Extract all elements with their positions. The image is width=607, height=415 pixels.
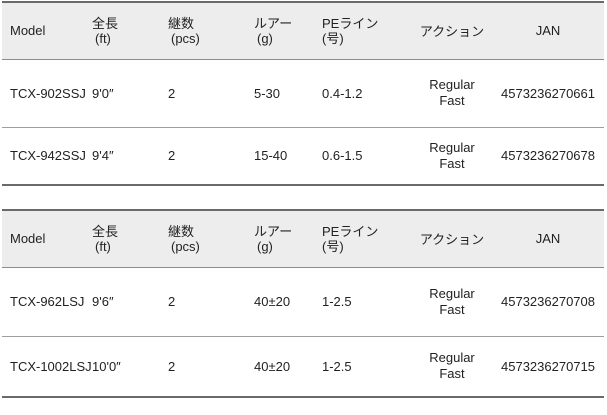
cell-action: Regular Fast: [412, 336, 492, 397]
spec-table-lsj: Model 全長 (ft) 継数 (pcs) ルアー (g) PEライン (号)…: [2, 209, 604, 398]
cell-length: 9'0″: [92, 85, 114, 101]
column-header-length: 全長 (ft): [87, 2, 162, 59]
header-pieces-line2: (pcs): [171, 238, 200, 254]
header-pieces-line1: 継数: [168, 15, 195, 31]
column-header-lure: ルアー (g): [247, 2, 317, 59]
column-header-pe-line: PEライン (号): [317, 210, 412, 267]
cell-model: TCX-942SSJ: [10, 148, 86, 164]
cell-lure: 40±20: [254, 358, 291, 374]
header-lure-line1: ルアー: [254, 15, 293, 31]
cell-action: Regular Fast: [412, 267, 492, 336]
column-header-length: 全長 (ft): [87, 210, 162, 267]
cell-pieces: 2: [168, 358, 176, 374]
cell-lure: 5-30: [254, 85, 281, 101]
cell-jan: 4573236270708: [501, 294, 595, 309]
cell-pe-line: 1-2.5: [322, 358, 352, 374]
column-header-model: Model: [10, 23, 46, 39]
table-row: TCX-1002LSJ 10'0″ 2 40±20 1-2.5 Regular …: [2, 336, 604, 397]
header-length-line2: (ft): [95, 30, 111, 46]
cell-model: TCX-962LSJ: [10, 294, 85, 309]
header-lure-line2: (g): [257, 238, 273, 254]
action-line1: Regular: [429, 285, 475, 301]
column-header-model: Model: [10, 231, 46, 247]
column-header-pieces: 継数 (pcs): [162, 210, 247, 267]
column-header-jan: JAN: [535, 231, 561, 247]
action-line2: Fast: [439, 301, 465, 317]
column-header-action: アクション: [419, 24, 485, 40]
header-pe-line2: (号): [322, 30, 344, 46]
cell-pe-line: 0.6-1.5: [322, 148, 363, 164]
table-row: TCX-962LSJ 9'6″ 2 40±20 1-2.5 Regular Fa…: [2, 267, 604, 336]
header-row: Model 全長 (ft) 継数 (pcs) ルアー (g) PEライン (号)…: [2, 2, 604, 59]
cell-jan: 4573236270715: [501, 358, 595, 374]
cell-model: TCX-1002LSJ: [10, 358, 92, 374]
column-header-jan: JAN: [535, 23, 561, 39]
cell-action: Regular Fast: [412, 59, 492, 127]
cell-pe-line: 1-2.5: [322, 294, 352, 309]
cell-length: 10'0″: [92, 358, 121, 374]
cell-jan: 4573236270678: [501, 148, 595, 164]
header-pe-line2: (号): [322, 238, 344, 254]
header-row: Model 全長 (ft) 継数 (pcs) ルアー (g) PEライン (号)…: [2, 210, 604, 267]
header-pe-line1: PEライン: [322, 223, 379, 239]
cell-pe-line: 0.4-1.2: [322, 85, 363, 101]
header-pe-line1: PEライン: [322, 15, 379, 31]
column-header-action: アクション: [419, 232, 485, 248]
action-line1: Regular: [429, 77, 475, 92]
header-length-line1: 全長: [92, 15, 119, 31]
column-header-pieces: 継数 (pcs): [162, 2, 247, 59]
cell-length: 9'6″: [92, 294, 114, 309]
column-header-lure: ルアー (g): [247, 210, 317, 267]
action-line1: Regular: [429, 139, 475, 155]
header-length-line1: 全長: [92, 223, 119, 239]
header-lure-line1: ルアー: [254, 223, 293, 239]
header-lure-line2: (g): [257, 30, 273, 46]
action-line2: Fast: [439, 366, 465, 382]
table-row: TCX-902SSJ 9'0″ 2 5-30 0.4-1.2 Regular F…: [2, 59, 604, 127]
cell-pieces: 2: [168, 294, 176, 309]
header-length-line2: (ft): [95, 238, 111, 254]
spec-table-ssj: Model 全長 (ft) 継数 (pcs) ルアー (g) PEライン (号)…: [2, 1, 604, 186]
cell-model: TCX-902SSJ: [10, 85, 86, 101]
header-pieces-line2: (pcs): [171, 30, 200, 46]
cell-lure: 40±20: [254, 294, 291, 309]
action-line1: Regular: [429, 350, 475, 366]
cell-pieces: 2: [168, 85, 176, 101]
cell-pieces: 2: [168, 148, 176, 164]
column-header-pe-line: PEライン (号): [317, 2, 412, 59]
table-row: TCX-942SSJ 9'4″ 2 15-40 0.6-1.5 Regular …: [2, 127, 604, 185]
action-line2: Fast: [439, 155, 465, 171]
cell-jan: 4573236270661: [501, 85, 595, 101]
action-line2: Fast: [439, 93, 465, 108]
cell-lure: 15-40: [254, 148, 288, 164]
header-pieces-line1: 継数: [168, 223, 195, 239]
cell-action: Regular Fast: [412, 127, 492, 185]
cell-length: 9'4″: [92, 148, 114, 164]
